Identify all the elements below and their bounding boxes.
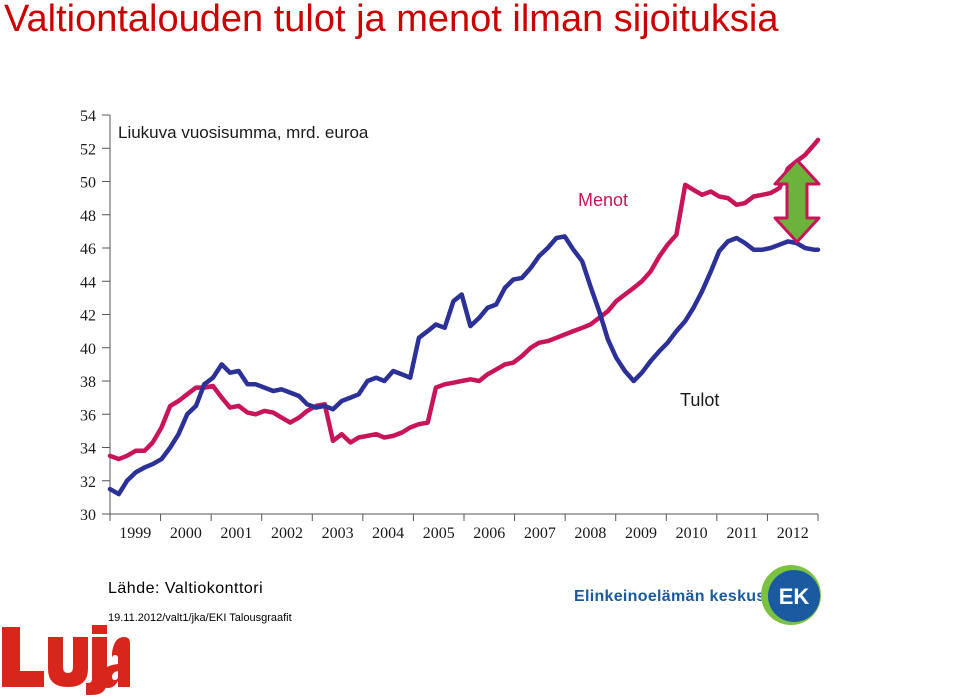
chart-lines <box>107 137 821 497</box>
y-tick-label: 32 <box>80 474 96 491</box>
y-tick-label: 46 <box>80 241 96 258</box>
y-tick-label: 42 <box>80 308 96 325</box>
x-tick-label: 2004 <box>372 525 404 542</box>
page-title: Valtiontalouden tulot ja menot ilman sij… <box>4 0 779 40</box>
y-tick-label: 34 <box>80 441 96 458</box>
x-tick-label: 2007 <box>524 525 556 542</box>
x-tick-label: 2008 <box>574 525 606 542</box>
series-line-menot <box>107 137 821 462</box>
gap-arrow-icon <box>773 158 821 244</box>
x-tick-label: 2011 <box>726 525 757 542</box>
ek-organization-name: Elinkeinoelämän keskusliitto <box>574 588 802 605</box>
x-tick-label: 2000 <box>170 525 202 542</box>
ek-logo-text: EK <box>779 584 810 609</box>
x-tick-label: 2009 <box>625 525 657 542</box>
x-tick-label: 2003 <box>322 525 354 542</box>
luja-logo <box>2 625 130 695</box>
x-tick-label: 2006 <box>473 525 505 542</box>
x-tick-label: 1999 <box>119 525 151 542</box>
line-chart: 30 32 34 36 38 40 42 44 46 48 50 52 54 1999 2000 2001 20… <box>80 108 821 542</box>
x-tick-label: 2002 <box>271 525 303 542</box>
y-tick-label: 54 <box>80 108 96 125</box>
y-tick-label: 30 <box>80 507 96 524</box>
series-line-tulot <box>107 234 821 497</box>
x-tick-label: 2005 <box>423 525 455 542</box>
x-tick-label: 2001 <box>220 525 252 542</box>
x-tick-label: 2010 <box>676 525 708 542</box>
y-tick-label: 48 <box>80 208 96 225</box>
chart-labels: Liukuva vuosisumma, mrd. euroa Menot Tul… <box>118 123 719 410</box>
source-label: Lähde: Valtiokonttori <box>108 580 264 597</box>
y-tick-label: 44 <box>80 274 96 291</box>
chart-subtitle: Liukuva vuosisumma, mrd. euroa <box>118 123 369 142</box>
y-tick-label: 50 <box>80 175 96 192</box>
x-tick-label: 2012 <box>777 525 809 542</box>
annotation-tulot: Tulot <box>680 390 719 410</box>
y-tick-label: 36 <box>80 407 96 424</box>
footer-text: 19.11.2012/valt1/jka/EKI Talousgraafit <box>108 612 292 624</box>
y-tick-label: 38 <box>80 374 96 391</box>
y-tick-label: 40 <box>80 341 96 358</box>
annotation-menot: Menot <box>578 190 628 210</box>
ek-logo: EK <box>761 565 821 625</box>
y-tick-label: 52 <box>80 141 96 158</box>
chart-axes: 30 32 34 36 38 40 42 44 46 48 50 52 54 1999 2000 2001 20… <box>80 108 819 542</box>
